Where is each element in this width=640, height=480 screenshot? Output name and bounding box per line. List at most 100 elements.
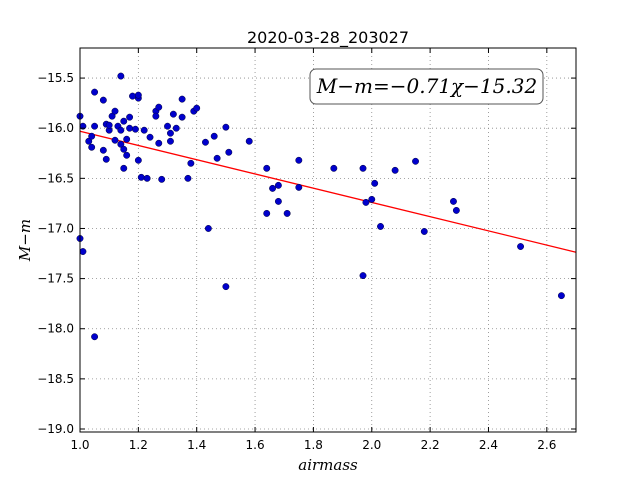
fit-line	[79, 130, 577, 253]
data-point	[178, 113, 186, 121]
x-tick-label: 2.0	[362, 438, 381, 452]
data-point	[120, 117, 128, 125]
data-point	[88, 132, 96, 140]
y-tick-label: −19.0	[37, 422, 74, 436]
data-point	[134, 156, 142, 164]
data-point	[99, 96, 107, 104]
data-point	[169, 110, 177, 118]
fit-equation-frame	[309, 68, 544, 105]
y-axis-label: M−m	[16, 219, 34, 262]
grid-lines	[79, 48, 576, 432]
data-point	[123, 135, 131, 143]
data-point	[330, 164, 338, 172]
data-point	[137, 173, 145, 181]
data-point	[295, 156, 303, 164]
data-point	[517, 243, 525, 250]
data-point	[158, 175, 166, 183]
data-point	[166, 129, 174, 137]
data-point	[557, 292, 565, 300]
data-point	[187, 159, 195, 167]
data-point	[245, 137, 253, 145]
data-point	[269, 184, 277, 192]
data-point	[131, 125, 139, 133]
data-point	[129, 92, 136, 100]
data-point	[412, 157, 419, 165]
data-point	[146, 133, 154, 141]
data-point	[91, 122, 99, 130]
x-tick-label: 1.8	[304, 438, 323, 452]
y-tick-labels: −15.5 −16.0 −16.5 −17.0 −17.5 −18.0 −18.5 −19.0	[37, 71, 74, 436]
x-tick-label: 1.0	[70, 438, 89, 452]
data-point	[178, 95, 186, 103]
axis-ticks	[79, 48, 576, 432]
data-point	[155, 103, 163, 111]
data-point	[359, 164, 367, 172]
data-point	[391, 166, 399, 174]
fit-equation: M−m=−0.71χ−15.32	[316, 74, 537, 98]
data-point	[202, 138, 209, 146]
y-tick-label: −17.5	[37, 272, 74, 286]
data-point	[102, 155, 110, 163]
fit-equation-box: M−m=−0.71χ−15.32	[309, 68, 544, 105]
data-point	[117, 126, 125, 134]
fit-line-layer	[79, 130, 577, 253]
data-point	[450, 197, 457, 205]
chart-title: 2020-03-28_203027	[247, 28, 409, 48]
data-points	[76, 72, 565, 341]
x-tick-labels: 1.0 1.2 1.4 1.6 1.8 2.0 2.2 2.4 2.6	[70, 438, 556, 452]
data-point	[368, 195, 376, 203]
x-tick-label: 1.6	[246, 438, 265, 452]
data-point	[117, 72, 125, 80]
data-point	[193, 104, 201, 112]
data-point	[225, 148, 233, 156]
data-point	[222, 123, 230, 131]
data-point	[99, 146, 107, 154]
data-point	[123, 151, 131, 159]
data-point	[140, 126, 148, 134]
y-tick-label: −17.0	[37, 221, 74, 235]
data-point	[172, 124, 180, 132]
x-tick-label: 1.4	[187, 438, 206, 452]
data-point	[377, 223, 384, 230]
plot-area-frame	[79, 47, 577, 433]
data-point	[120, 164, 128, 172]
data-point	[420, 228, 428, 235]
data-point	[88, 143, 96, 151]
data-point	[111, 136, 119, 144]
data-point	[210, 132, 218, 140]
data-point	[126, 113, 134, 121]
data-point	[274, 181, 282, 189]
data-point	[204, 225, 212, 232]
data-point	[263, 164, 271, 172]
data-point	[134, 91, 142, 99]
y-tick-label: −18.5	[37, 372, 74, 386]
data-point	[184, 174, 192, 182]
data-point	[91, 333, 99, 341]
data-point	[371, 179, 379, 187]
data-point	[143, 174, 151, 182]
data-point	[222, 283, 230, 291]
data-point	[120, 145, 128, 153]
data-point	[166, 137, 174, 145]
data-point	[152, 112, 160, 120]
data-point	[362, 198, 370, 206]
x-tick-label: 2.2	[421, 438, 440, 452]
data-point	[263, 209, 271, 217]
data-point	[126, 124, 134, 132]
data-point	[155, 139, 163, 147]
x-axis-label: airmass	[298, 456, 358, 474]
data-point	[283, 209, 291, 217]
y-tick-label: −18.0	[37, 322, 74, 336]
data-point	[452, 206, 460, 214]
data-point	[213, 154, 221, 162]
data-point	[105, 121, 113, 129]
data-point	[79, 248, 87, 255]
x-tick-label: 1.2	[129, 438, 148, 452]
data-point	[91, 88, 99, 96]
data-point	[274, 197, 282, 205]
data-point	[164, 122, 171, 130]
y-tick-label: −16.0	[37, 121, 74, 135]
x-tick-label: 2.4	[479, 438, 498, 452]
data-point	[359, 272, 367, 280]
